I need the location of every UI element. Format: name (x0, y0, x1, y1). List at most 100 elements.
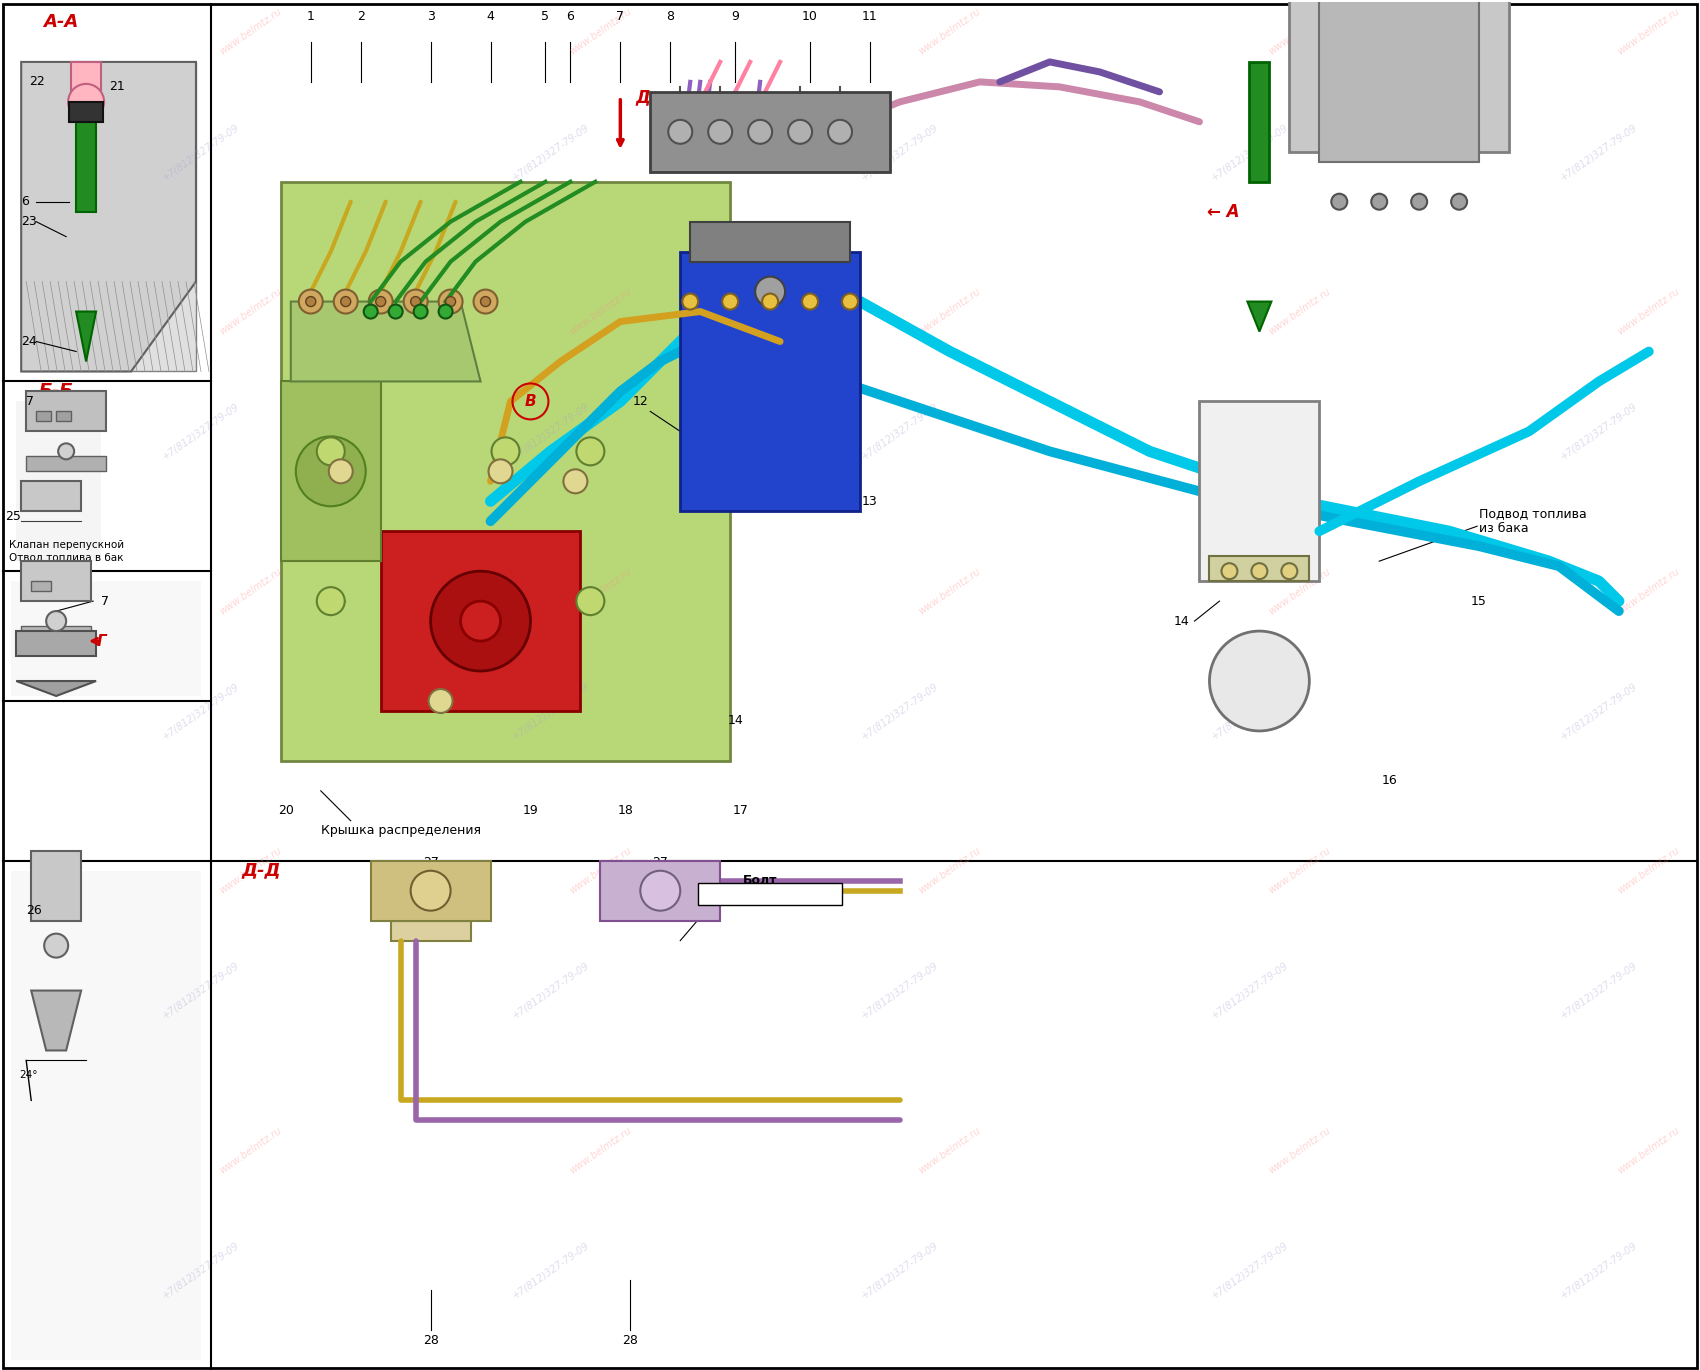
Text: В-В: В-В (39, 573, 73, 590)
Text: +7(812)327-79-09: +7(812)327-79-09 (162, 681, 241, 741)
Bar (70, 101, 104, 122)
Polygon shape (31, 991, 82, 1051)
Text: 4: 4 (486, 11, 495, 23)
Text: 7: 7 (26, 395, 34, 408)
Circle shape (413, 304, 428, 319)
Text: Клапан перепускной: Клапан перепускной (8, 540, 124, 551)
Circle shape (439, 289, 462, 314)
Text: +7(812)327-79-09: +7(812)327-79-09 (860, 401, 940, 462)
Text: 3: 3 (427, 11, 435, 23)
Polygon shape (12, 871, 201, 1360)
Circle shape (755, 277, 785, 307)
Text: 7: 7 (617, 11, 624, 23)
Bar (600, 860, 721, 921)
Bar (280, 381, 381, 562)
Circle shape (58, 444, 75, 459)
Text: 7: 7 (100, 595, 109, 608)
Text: +7(812)327-79-09: +7(812)327-79-09 (510, 1240, 590, 1300)
Circle shape (403, 289, 428, 314)
Bar (280, 182, 731, 760)
Text: www.belmtz.ru: www.belmtz.ru (568, 566, 632, 616)
Text: www.belmtz.ru: www.belmtz.ru (218, 7, 284, 58)
Text: 17: 17 (733, 804, 748, 818)
Text: www.belmtz.ru: www.belmtz.ru (916, 566, 983, 616)
Text: 8: 8 (666, 11, 675, 23)
Polygon shape (291, 301, 481, 381)
Text: www.belmtz.ru: www.belmtz.ru (916, 1125, 983, 1175)
Text: www.belmtz.ru: www.belmtz.ru (916, 845, 983, 896)
Text: 14: 14 (1173, 615, 1190, 627)
Text: 27: 27 (423, 856, 439, 869)
Text: www.belmtz.ru: www.belmtz.ru (218, 1125, 284, 1175)
Circle shape (474, 289, 498, 314)
Text: 10: 10 (802, 11, 818, 23)
Circle shape (1372, 193, 1387, 210)
Text: 240-1002047-01: 240-1002047-01 (721, 889, 819, 903)
Text: 1: 1 (308, 11, 314, 23)
Text: 13: 13 (862, 495, 877, 508)
Circle shape (376, 296, 386, 307)
Text: www.belmtz.ru: www.belmtz.ru (1266, 566, 1333, 616)
Text: +7(812)327-79-09: +7(812)327-79-09 (1559, 1240, 1639, 1300)
Text: А-А: А-А (44, 12, 78, 32)
Text: www.belmtz.ru: www.belmtz.ru (218, 845, 284, 896)
Text: 19: 19 (522, 804, 539, 818)
Text: В: В (525, 395, 536, 408)
Polygon shape (76, 311, 97, 362)
Text: Отвод топлива в бак: Отвод топлива в бак (8, 552, 124, 562)
Text: 28: 28 (622, 1333, 638, 1347)
Circle shape (46, 611, 66, 632)
Text: +7(812)327-79-09: +7(812)327-79-09 (1209, 401, 1290, 462)
Bar (17, 632, 97, 656)
Circle shape (296, 437, 366, 507)
Circle shape (842, 293, 858, 310)
Text: 26: 26 (26, 904, 42, 917)
Text: +7(812)327-79-09: +7(812)327-79-09 (510, 122, 590, 182)
Text: 5: 5 (541, 11, 549, 23)
Circle shape (369, 289, 393, 314)
Text: www.belmtz.ru: www.belmtz.ru (1617, 566, 1681, 616)
Text: www.belmtz.ru: www.belmtz.ru (568, 845, 632, 896)
Circle shape (333, 289, 357, 314)
Circle shape (668, 119, 692, 144)
Text: +7(812)327-79-09: +7(812)327-79-09 (1559, 681, 1639, 741)
Text: 6: 6 (566, 11, 575, 23)
Text: www.belmtz.ru: www.belmtz.ru (1266, 1125, 1333, 1175)
Text: +7(812)327-79-09: +7(812)327-79-09 (510, 960, 590, 1021)
Polygon shape (17, 401, 100, 562)
Circle shape (682, 293, 699, 310)
Text: Б: Б (289, 433, 303, 451)
Circle shape (762, 293, 779, 310)
Circle shape (709, 119, 733, 144)
Text: www.belmtz.ru: www.belmtz.ru (916, 286, 983, 337)
Bar (1250, 62, 1270, 182)
Text: www.belmtz.ru: www.belmtz.ru (568, 7, 632, 58)
Circle shape (411, 871, 450, 911)
Text: www.belmtz.ru: www.belmtz.ru (1617, 7, 1681, 58)
Text: +7(812)327-79-09: +7(812)327-79-09 (860, 122, 940, 182)
Text: 2: 2 (357, 11, 366, 23)
Bar (76, 112, 97, 212)
Bar (26, 392, 105, 432)
Text: 18: 18 (617, 804, 634, 818)
Text: +7(812)327-79-09: +7(812)327-79-09 (510, 401, 590, 462)
Text: 14: 14 (728, 714, 743, 727)
Circle shape (789, 119, 813, 144)
Text: +7(812)327-79-09: +7(812)327-79-09 (1559, 960, 1639, 1021)
Text: Крышка распределения: Крышка распределения (321, 825, 481, 837)
Polygon shape (12, 581, 201, 696)
Text: 22: 22 (29, 75, 44, 89)
Text: 15: 15 (1470, 595, 1488, 608)
Text: www.belmtz.ru: www.belmtz.ru (1617, 1125, 1681, 1175)
Circle shape (802, 293, 818, 310)
Text: +7(812)327-79-09: +7(812)327-79-09 (1209, 122, 1290, 182)
Text: Головка
цилиндров: Головка цилиндров (1399, 108, 1472, 136)
Circle shape (488, 459, 512, 484)
Text: 16: 16 (1382, 774, 1397, 788)
Circle shape (1251, 563, 1268, 580)
Circle shape (430, 571, 530, 671)
Polygon shape (20, 62, 196, 371)
Circle shape (389, 304, 403, 319)
Text: +7(812)327-79-09: +7(812)327-79-09 (1209, 960, 1290, 1021)
Text: 28: 28 (423, 1333, 439, 1347)
